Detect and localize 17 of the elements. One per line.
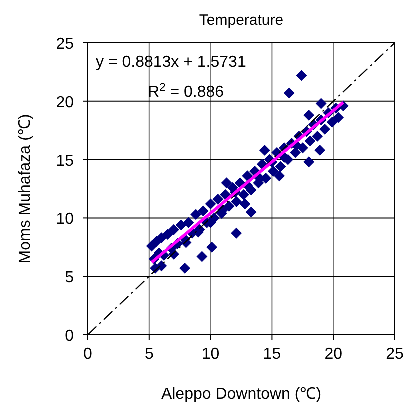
x-tick-label: 15	[263, 346, 282, 363]
x-tick-label: 0	[84, 346, 93, 363]
y-axis-title: Moms Muhafaza (℃)	[17, 114, 34, 264]
y-tick-label: 5	[65, 270, 74, 287]
x-tick-label: 10	[202, 346, 220, 363]
y-tick-label: 15	[56, 152, 74, 170]
y-tick-label: 25	[56, 36, 74, 53]
x-tick-label: 20	[324, 346, 343, 363]
x-axis-title: Aleppo Downtown (℃)	[161, 386, 322, 403]
x-tick-label: 25	[386, 346, 404, 363]
annotation: R$^{2}$ = 0.886	[148, 82, 224, 101]
y-tick-label: 0	[65, 328, 74, 345]
x-tick-label: 5	[144, 346, 154, 363]
chart-title: Temperature	[199, 12, 284, 29]
y-tick-label: 10	[56, 211, 74, 228]
annotation: y = 0.8813x + 1.5731	[96, 54, 246, 71]
y-tick-label: 20	[56, 94, 74, 112]
